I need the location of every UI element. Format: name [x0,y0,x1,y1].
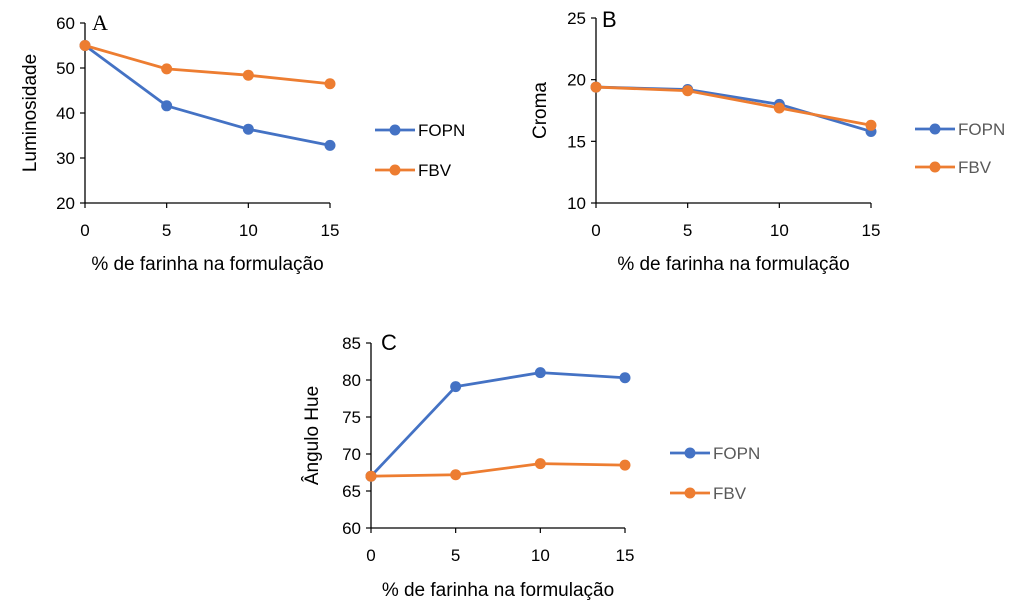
data-point-fopn [534,367,546,379]
x-tick-label: 0 [80,221,89,240]
panel-label: C [381,330,397,355]
data-point-fopn [450,381,462,393]
y-tick-label: 50 [56,59,75,78]
chart-a: 20 30 40 50 60 0 5 10 15 % de farinha na formulaç… [20,10,465,275]
x-tick-label: 5 [683,221,692,240]
x-tick-label: 10 [770,221,789,240]
series-line-fbv [370,462,626,478]
data-point-fopn [619,372,631,384]
legend-label-fbv: FBV [418,161,452,180]
data-point-fbv [682,85,694,97]
y-tick-label: 10 [567,194,586,213]
x-tick-label: 5 [451,546,460,565]
y-axis-label: Croma [530,82,551,139]
x-tick-label: 0 [366,546,375,565]
y-tick-label: 60 [342,519,361,538]
data-point-fopn [324,139,336,151]
y-tick-label: 20 [56,194,75,213]
x-tick-label: 15 [321,221,340,240]
data-point-fopn [242,123,254,135]
y-tick-label: 65 [342,482,361,501]
y-axis-label: Ângulo Hue [301,386,323,485]
legend-label-fopn: FOPN [958,120,1005,139]
x-tick-label: 15 [616,546,635,565]
data-point-fopn [161,100,173,112]
x-tick-label: 10 [239,221,258,240]
data-point-fbv [450,469,462,481]
x-tick-label: 10 [531,546,550,565]
y-tick-label: 30 [56,149,75,168]
series-line-fbv [84,44,331,86]
series-line-fopn [595,85,872,133]
legend-marker-fopn [929,123,941,135]
legend-label-fopn: FOPN [713,444,760,463]
data-point-fbv [534,458,546,470]
legend-marker-fopn [684,447,696,459]
x-tick-label: 0 [591,221,600,240]
legend-marker-fbv [684,487,696,499]
y-axis-label: Luminosidade [20,54,41,172]
y-tick-label: 85 [342,334,361,353]
data-point-fbv [324,78,336,90]
legend-label-fbv: FBV [958,158,992,177]
data-point-fbv [161,63,173,75]
data-point-fbv [865,119,877,131]
x-tick-label: 5 [162,221,171,240]
data-point-fbv [773,102,785,114]
x-axis-label: % de farinha na formulação [382,580,614,601]
panel-label: B [602,7,617,32]
y-tick-label: 80 [342,371,361,390]
y-tick-label: 70 [342,445,361,464]
series-line-fbv [595,85,872,127]
data-point-fbv [79,40,91,51]
x-axis-label: % de farinha na formulação [617,254,849,275]
legend-marker-fopn [389,124,401,136]
data-point-fbv [365,470,377,482]
data-point-fbv [590,81,602,93]
series-line-fopn [369,371,626,478]
x-tick-label: 15 [862,221,881,240]
data-point-fbv [619,459,631,471]
chart-c: 60 65 70 75 80 85 0 5 10 15% de farinha na formul… [301,330,760,601]
y-tick-label: 75 [342,408,361,427]
y-tick-label: 40 [56,104,75,123]
x-axis-label: % de farinha na formulação [91,254,323,275]
y-tick-label: 25 [567,9,586,28]
legend-marker-fbv [929,161,941,173]
data-point-fbv [242,69,254,81]
legend-marker-fbv [389,164,401,176]
y-tick-label: 15 [567,132,586,151]
chart-b: 10 15 20 25 0 5 10 15 % de farinha na formulação… [530,7,1005,275]
panel-label: A [92,10,108,35]
legend-label-fopn: FOPN [418,121,465,140]
series-line-fopn [84,44,331,147]
y-tick-label: 60 [56,14,75,33]
legend-label-fbv: FBV [713,484,747,503]
y-tick-label: 20 [567,71,586,90]
